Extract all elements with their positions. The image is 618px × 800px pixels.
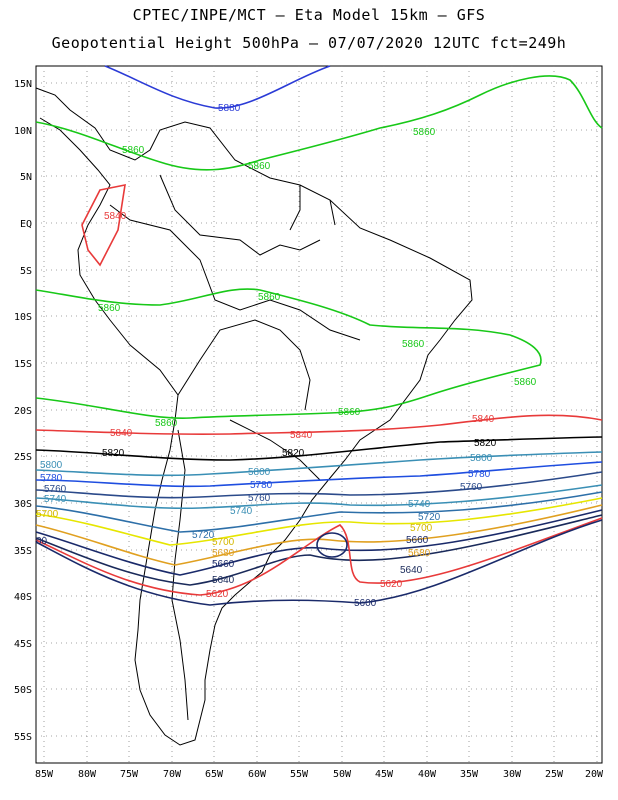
- contour-label: 5860: [258, 292, 281, 303]
- lat-label: EQ: [20, 219, 32, 230]
- lat-label: 45S: [14, 639, 32, 650]
- contour-label: 5860: [122, 145, 145, 156]
- contour-label: 5820: [474, 438, 497, 449]
- contour-label: 5800: [248, 467, 271, 478]
- contour-label: 5820: [102, 448, 125, 459]
- contour-label: 5860: [402, 339, 425, 350]
- chart-title-line1: CPTEC/INPE/MCT – Eta Model 15km – GFS: [132, 6, 486, 24]
- lat-label: 15N: [14, 79, 32, 90]
- contour-label: 5840: [472, 414, 495, 425]
- contour-label: 5760: [460, 482, 483, 493]
- contour-label: 5640: [400, 565, 423, 576]
- lon-label: 40W: [418, 769, 437, 780]
- contour-label: 5860: [338, 407, 361, 418]
- contour-label: 5840: [104, 211, 127, 222]
- contour-labels: 5880 5860 5860 5860 5860 5860 5860 5860 …: [36, 103, 537, 609]
- lat-label: 10S: [14, 312, 32, 323]
- lat-label: 20S: [14, 406, 32, 417]
- contour-label: 5860: [413, 127, 436, 138]
- latitude-labels: 15N 10N 5N EQ 5S 10S 15S 20S 25S 30S 35S…: [14, 79, 32, 743]
- contour-label: 5680: [408, 548, 431, 559]
- lon-label: 70W: [163, 769, 182, 780]
- lon-label: 55W: [290, 769, 309, 780]
- lat-label: 10N: [14, 126, 32, 137]
- contour-label: 5780: [468, 469, 491, 480]
- lat-label: 40S: [14, 592, 32, 603]
- contour-label: 5700: [212, 537, 235, 548]
- contour-label: 5860: [98, 303, 121, 314]
- map-frame: [35, 65, 603, 764]
- lat-label: 5N: [20, 172, 32, 183]
- contour-label: 5880: [218, 103, 241, 114]
- contour-label: 5660: [406, 535, 429, 546]
- contour-label: 5720: [418, 512, 441, 523]
- contour-label: 5820: [282, 448, 305, 459]
- contour-label: 5840: [290, 430, 313, 441]
- lon-label: 80W: [78, 769, 97, 780]
- lat-label: 35S: [14, 546, 32, 557]
- contour-label: 5780: [40, 473, 63, 484]
- lon-label: 35W: [460, 769, 479, 780]
- contour-label: 5860: [155, 418, 178, 429]
- contour-label: 5760: [44, 484, 67, 495]
- lon-label: 60W: [248, 769, 267, 780]
- lon-label: 75W: [120, 769, 139, 780]
- contour-label: 00: [36, 536, 48, 547]
- contour-label: 5700: [410, 523, 433, 534]
- contour-label: 5660: [212, 559, 235, 570]
- contour-lines: [35, 65, 603, 606]
- contour-label: 5720: [192, 530, 215, 541]
- lat-label: 15S: [14, 359, 32, 370]
- contour-label: 5760: [248, 493, 271, 504]
- contour-label: 5700: [36, 509, 59, 520]
- contour-label: 5600: [354, 598, 377, 609]
- lat-label: 25S: [14, 452, 32, 463]
- chart-title-line2: Geopotential Height 500hPa – 07/07/2020 …: [51, 34, 567, 52]
- contour-label: 5620: [380, 579, 403, 590]
- lon-label: 30W: [503, 769, 522, 780]
- contour-label: 5620: [206, 589, 229, 600]
- contour-label: 5800: [40, 460, 63, 471]
- contour-label: 5640: [212, 575, 235, 586]
- lon-label: 65W: [205, 769, 224, 780]
- lat-label: 5S: [20, 266, 32, 277]
- coastline: [35, 87, 473, 746]
- contour-label: 5740: [230, 506, 253, 517]
- lon-label: 45W: [375, 769, 394, 780]
- contour-label: 5740: [44, 494, 67, 505]
- lon-label: 25W: [545, 769, 564, 780]
- contour-label: 5860: [514, 377, 537, 388]
- contour-label: 5780: [250, 480, 273, 491]
- lon-label: 85W: [35, 769, 54, 780]
- lat-label: 30S: [14, 499, 32, 510]
- lat-label: 55S: [14, 732, 32, 743]
- contour-label: 5680: [212, 548, 235, 559]
- contour-label: 5860: [248, 161, 271, 172]
- longitude-labels: 85W 80W 75W 70W 65W 60W 55W 50W 45W 40W …: [35, 769, 604, 780]
- contour-label: 5840: [110, 428, 133, 439]
- lon-label: 20W: [585, 769, 604, 780]
- lon-label: 50W: [333, 769, 352, 780]
- contour-label: 5740: [408, 499, 431, 510]
- contour-label: 5800: [470, 453, 493, 464]
- map-grid: [36, 66, 602, 763]
- lat-label: 50S: [14, 685, 32, 696]
